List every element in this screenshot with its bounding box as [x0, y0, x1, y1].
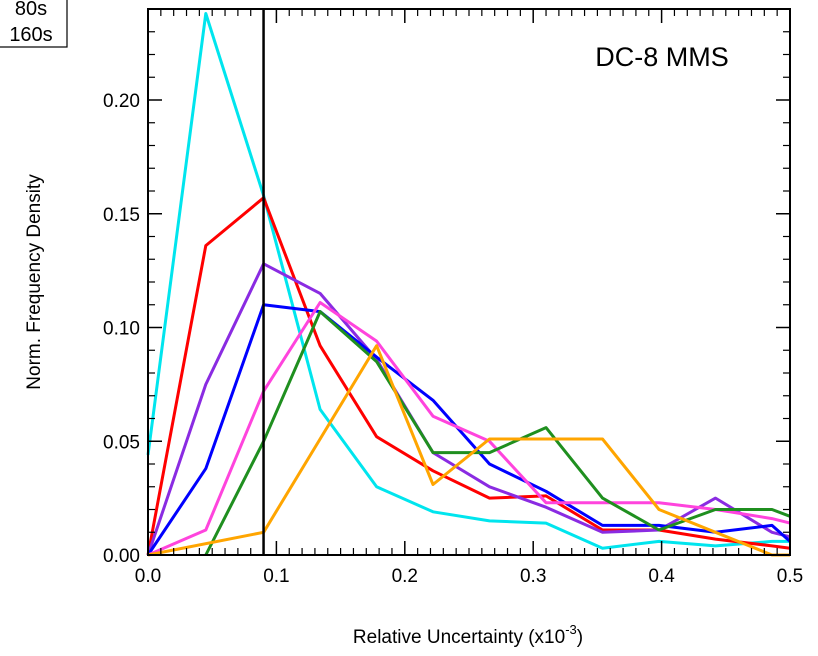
- y-tick-label: 0.20: [103, 91, 140, 112]
- series-layer: [146, 9, 791, 557]
- y-tick-label: 0.15: [103, 205, 140, 226]
- legend-item-160s: 160s: [9, 24, 52, 46]
- x-axis-label: Relative Uncertainty (x10-3): [353, 622, 583, 648]
- plot-frame: [147, 8, 791, 556]
- x-tick-label: 0.1: [263, 566, 289, 587]
- y-axis-label: Norm. Frequency Density: [24, 174, 45, 390]
- x-tick-label: 0.3: [520, 566, 546, 587]
- series-line-7: [147, 344, 790, 557]
- x-tick-label: 0.2: [392, 566, 418, 587]
- y-tick-label: 0.00: [103, 546, 140, 567]
- ticks-layer: 0.0 0.1 0.2 0.3 0.4 0.5 0.00 0.05 0.10 0.15 0.20: [103, 8, 803, 587]
- series-line-2: [146, 196, 791, 556]
- series-line-6: [204, 310, 791, 556]
- legend-item-80s: 80s: [15, 0, 47, 20]
- x-axis-label-main: Relative Uncertainty (x10: [353, 627, 565, 648]
- legend-box: 80s 160s: [0, 0, 68, 48]
- x-tick-label: 0.4: [648, 566, 675, 587]
- x-tick-label: 0.0: [135, 566, 161, 587]
- legend-frame: [0, 0, 68, 48]
- series-line-3: [146, 262, 791, 556]
- x-axis-label-close: ): [577, 627, 583, 648]
- series-line-1: [146, 12, 790, 550]
- chart-title: DC-8 MMS: [595, 42, 729, 72]
- y-tick-label: 0.05: [103, 432, 140, 453]
- y-tick-label: 0.10: [103, 319, 140, 340]
- x-axis-label-exponent: -3: [565, 622, 577, 637]
- x-tick-label: 0.5: [777, 566, 803, 587]
